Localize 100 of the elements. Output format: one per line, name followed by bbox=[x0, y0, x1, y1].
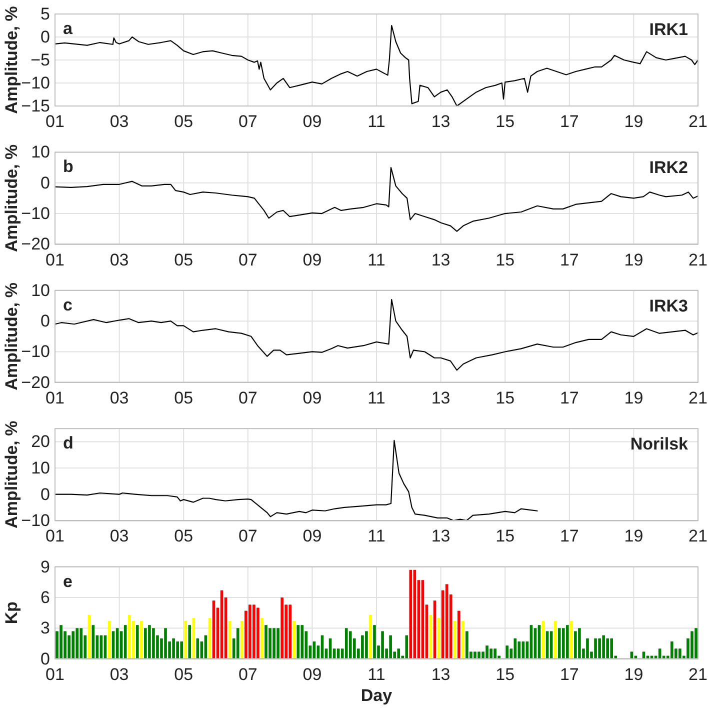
x-tick-label: 15 bbox=[496, 526, 515, 546]
bar bbox=[381, 631, 384, 659]
bar bbox=[192, 618, 196, 659]
bar bbox=[148, 625, 151, 659]
x-tick-label: 21 bbox=[688, 250, 708, 270]
y-tick-label: 0 bbox=[40, 312, 50, 331]
x-tick-label: 07 bbox=[238, 388, 258, 408]
bar bbox=[256, 608, 260, 659]
y-axis-title: Amplitude, % bbox=[2, 420, 21, 528]
bar bbox=[586, 638, 589, 659]
x-tick-label: 21 bbox=[688, 112, 708, 132]
y-tick-label: 5 bbox=[40, 4, 50, 24]
x-tick-label: 13 bbox=[431, 112, 450, 132]
bar bbox=[453, 620, 456, 659]
bar bbox=[566, 625, 569, 659]
bar bbox=[490, 648, 492, 659]
x-tick-label: 13 bbox=[431, 250, 450, 270]
bar bbox=[240, 620, 244, 659]
bar bbox=[184, 620, 188, 659]
x-tick-label: 03 bbox=[110, 112, 129, 132]
bar bbox=[180, 641, 183, 659]
y-tick-label: 9 bbox=[40, 557, 50, 576]
bar bbox=[389, 635, 392, 659]
bar bbox=[276, 628, 280, 659]
x-tick-label: 09 bbox=[302, 250, 322, 270]
bar bbox=[361, 635, 364, 659]
bar bbox=[268, 628, 272, 659]
bar bbox=[260, 618, 264, 659]
y-axis-title: Amplitude, % bbox=[2, 282, 21, 390]
x-tick-label: 05 bbox=[174, 388, 194, 408]
bar bbox=[506, 646, 509, 659]
bar bbox=[292, 620, 296, 659]
line-series bbox=[54, 299, 699, 371]
x-tick-label: 13 bbox=[431, 664, 450, 684]
y-tick-label: 10 bbox=[31, 280, 50, 300]
bar bbox=[80, 628, 83, 659]
x-tick-label: 09 bbox=[302, 664, 322, 684]
x-tick-label: 03 bbox=[110, 250, 129, 270]
bar bbox=[694, 628, 698, 659]
annotation: c bbox=[63, 295, 72, 314]
x-tick-label: 05 bbox=[174, 526, 194, 546]
x-axis-title: Day bbox=[360, 686, 393, 705]
bar bbox=[486, 646, 488, 659]
bar bbox=[373, 625, 376, 659]
bar bbox=[140, 620, 143, 659]
x-tick-label: 15 bbox=[496, 112, 515, 132]
bar bbox=[144, 628, 147, 659]
bar bbox=[461, 620, 464, 659]
bar bbox=[152, 628, 155, 659]
bar bbox=[296, 625, 300, 659]
y-axis-title: Amplitude, % bbox=[2, 6, 21, 114]
bar bbox=[72, 631, 74, 659]
bar bbox=[300, 625, 304, 659]
bar bbox=[172, 638, 175, 659]
x-tick-label: 11 bbox=[368, 388, 386, 408]
bar bbox=[136, 625, 139, 659]
x-tick-label: 07 bbox=[238, 526, 258, 546]
bar bbox=[670, 641, 674, 659]
x-tick-label: 11 bbox=[368, 250, 386, 270]
chart-title: IRK2 bbox=[649, 158, 688, 178]
bar bbox=[397, 648, 400, 659]
bar bbox=[474, 652, 476, 659]
line-series bbox=[54, 24, 699, 107]
y-tick-label: 6 bbox=[40, 588, 50, 607]
x-tick-label: 11 bbox=[368, 664, 386, 684]
bar bbox=[288, 604, 292, 659]
x-tick-label: 15 bbox=[496, 664, 515, 684]
x-tick-label: 21 bbox=[688, 526, 708, 546]
bar bbox=[558, 628, 561, 659]
bar bbox=[594, 638, 597, 659]
x-tick-label: 03 bbox=[110, 664, 129, 684]
x-tick-label: 19 bbox=[624, 388, 644, 408]
x-tick-label: 15 bbox=[496, 388, 515, 408]
y-tick-label: −10 bbox=[21, 73, 50, 92]
y-tick-label: 10 bbox=[31, 142, 50, 162]
bar bbox=[348, 631, 352, 659]
bar bbox=[606, 638, 609, 659]
bar bbox=[494, 648, 496, 659]
bar bbox=[164, 628, 167, 659]
bar bbox=[405, 635, 408, 659]
bar bbox=[678, 648, 682, 659]
bar bbox=[574, 631, 577, 659]
x-tick-label: 09 bbox=[302, 112, 322, 132]
x-tick-label: 19 bbox=[624, 526, 644, 546]
x-tick-label: 19 bbox=[624, 664, 644, 684]
bar bbox=[570, 620, 573, 659]
y-tick-label: 0 bbox=[40, 484, 50, 504]
bar bbox=[76, 628, 79, 659]
y-tick-label: −10 bbox=[21, 342, 50, 362]
bar bbox=[248, 604, 252, 659]
annotation: d bbox=[63, 434, 74, 453]
bar bbox=[176, 641, 179, 659]
chart-title: IRK3 bbox=[649, 296, 688, 316]
x-tick-label: 07 bbox=[238, 250, 258, 270]
x-tick-label: 17 bbox=[560, 388, 579, 408]
bar bbox=[578, 628, 581, 659]
bar bbox=[457, 610, 460, 659]
y-tick-label: 10 bbox=[31, 458, 50, 478]
bar bbox=[252, 604, 256, 659]
y-tick-label: 3 bbox=[40, 618, 50, 638]
